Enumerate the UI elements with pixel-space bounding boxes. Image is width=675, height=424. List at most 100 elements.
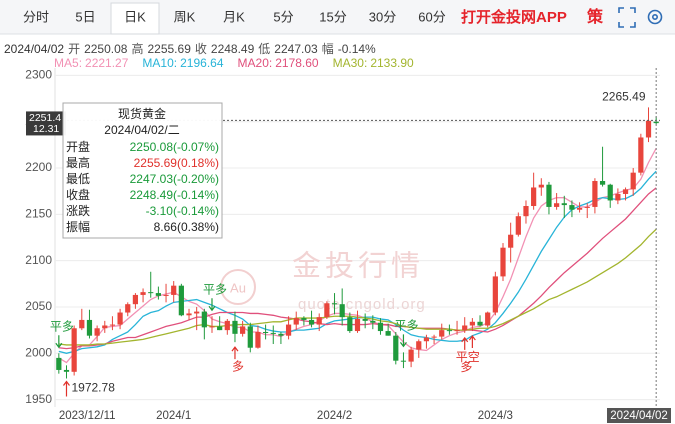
candle-body bbox=[569, 205, 575, 210]
signal-arrow bbox=[461, 336, 469, 350]
tooltip-title: 现货黄金 bbox=[118, 106, 166, 121]
crosshair-sub: 12.31 bbox=[33, 123, 59, 135]
candle-body bbox=[331, 303, 338, 305]
candle-body bbox=[232, 320, 238, 334]
candle-body bbox=[615, 193, 621, 201]
candle-body bbox=[339, 304, 345, 318]
candle-body bbox=[109, 324, 116, 326]
quote-label: 幅 bbox=[321, 42, 334, 56]
signal-arrow bbox=[55, 335, 63, 349]
tab[interactable]: 5分 bbox=[273, 9, 293, 24]
candle-body bbox=[255, 331, 261, 348]
tab[interactable]: 60分 bbox=[418, 9, 445, 24]
candle-body bbox=[523, 206, 529, 217]
candle-body bbox=[477, 321, 483, 326]
candle-body bbox=[462, 325, 468, 331]
tooltip-label: 开盘 bbox=[66, 139, 90, 154]
quote-value: 2255.69 bbox=[147, 42, 191, 56]
quote-label: 低 bbox=[258, 42, 271, 56]
candle-body bbox=[576, 207, 583, 210]
candle-body bbox=[515, 216, 521, 235]
candle-body bbox=[94, 328, 100, 336]
candle-body bbox=[638, 137, 644, 173]
tooltip-value: 2248.49(-0.14%) bbox=[130, 188, 219, 202]
quote-value: 2250.08 bbox=[84, 42, 128, 56]
candle-body bbox=[117, 312, 123, 325]
fullscreen-icon[interactable] bbox=[618, 7, 636, 28]
tab[interactable]: 月K bbox=[223, 9, 245, 24]
tooltip-box bbox=[62, 102, 223, 239]
x-label-highlight bbox=[607, 408, 671, 423]
candle-body bbox=[194, 311, 200, 314]
quote-label: 收 bbox=[194, 42, 207, 56]
candle-body bbox=[393, 335, 399, 361]
tab[interactable]: 15分 bbox=[319, 9, 346, 24]
candle-body bbox=[485, 312, 491, 326]
candle-body bbox=[645, 120, 652, 138]
candle-body bbox=[622, 189, 629, 194]
settings-icon[interactable] bbox=[647, 9, 663, 25]
signal-arrow bbox=[208, 298, 216, 312]
candle-body bbox=[370, 320, 376, 323]
high-annotation: 2265.49 bbox=[602, 90, 646, 104]
candle-body bbox=[362, 319, 368, 321]
crosshair-box bbox=[26, 111, 66, 136]
candle-body bbox=[561, 203, 567, 206]
candle-body bbox=[308, 319, 315, 325]
app-link[interactable]: 打开金投网APP bbox=[461, 8, 567, 26]
watermark-logo bbox=[220, 269, 256, 305]
candle-body bbox=[71, 328, 77, 372]
x-tick-label: 2024/2 bbox=[317, 410, 352, 422]
candle-body bbox=[508, 234, 514, 248]
x-tick-label: 2023/12/11 bbox=[59, 410, 116, 422]
signal-label: 平多 bbox=[50, 319, 74, 333]
low-annotation: 1972.78 bbox=[71, 381, 115, 395]
ma-legend: MA52221.27 MA102196.64 MA202178.60 MA302133… bbox=[54, 56, 428, 70]
candle-body bbox=[148, 292, 154, 294]
signal-label: 平多 bbox=[394, 319, 418, 333]
tooltip-value: 2247.03(-0.20%) bbox=[130, 172, 219, 186]
legend-name: MA10 bbox=[142, 56, 180, 70]
watermark-name: 金投行情 bbox=[292, 250, 424, 283]
candle-body bbox=[385, 331, 391, 336]
quote-label: 高 bbox=[131, 42, 144, 56]
legend-value: 2221.27 bbox=[85, 56, 129, 70]
strategy-button[interactable]: 策 bbox=[586, 7, 604, 26]
tab[interactable]: 30分 bbox=[369, 9, 396, 24]
low-arrow bbox=[63, 380, 70, 397]
x-tick-label: 2024/1 bbox=[156, 410, 191, 422]
candle-body bbox=[56, 357, 62, 370]
tooltip-label: 最高 bbox=[66, 155, 90, 170]
candle-body bbox=[354, 319, 361, 332]
signal-label: 平多 bbox=[203, 282, 227, 296]
y-tick-label: 2200 bbox=[25, 160, 52, 174]
candle-body bbox=[102, 325, 108, 329]
candle-body bbox=[630, 172, 636, 190]
legend-name: MA20 bbox=[238, 56, 276, 70]
candle-body bbox=[607, 184, 613, 201]
legend-value: 2178.60 bbox=[275, 56, 319, 70]
candle-body bbox=[439, 330, 445, 337]
y-tick-label: 2100 bbox=[25, 253, 52, 267]
tab[interactable]: 日K bbox=[124, 9, 146, 24]
tab[interactable]: 分时 bbox=[23, 9, 49, 24]
candle-body bbox=[546, 184, 552, 207]
candle-body bbox=[301, 318, 307, 320]
candle-body bbox=[500, 247, 506, 277]
y-tick-label: 2300 bbox=[25, 68, 52, 82]
tooltip-date: 2024/04/02/二 bbox=[104, 123, 179, 137]
candle-body bbox=[209, 326, 215, 328]
quote-value: 2247.03 bbox=[274, 42, 318, 56]
tab[interactable]: 5日 bbox=[75, 9, 95, 24]
tab[interactable]: 周K bbox=[174, 9, 196, 24]
candle-body bbox=[140, 292, 146, 295]
candle-body bbox=[408, 349, 414, 362]
candle-body bbox=[125, 304, 131, 313]
candle-body bbox=[201, 311, 207, 328]
candle-body bbox=[293, 318, 299, 325]
candle-body bbox=[347, 317, 353, 332]
candle-body bbox=[79, 319, 85, 329]
signal-arrow bbox=[399, 334, 407, 348]
